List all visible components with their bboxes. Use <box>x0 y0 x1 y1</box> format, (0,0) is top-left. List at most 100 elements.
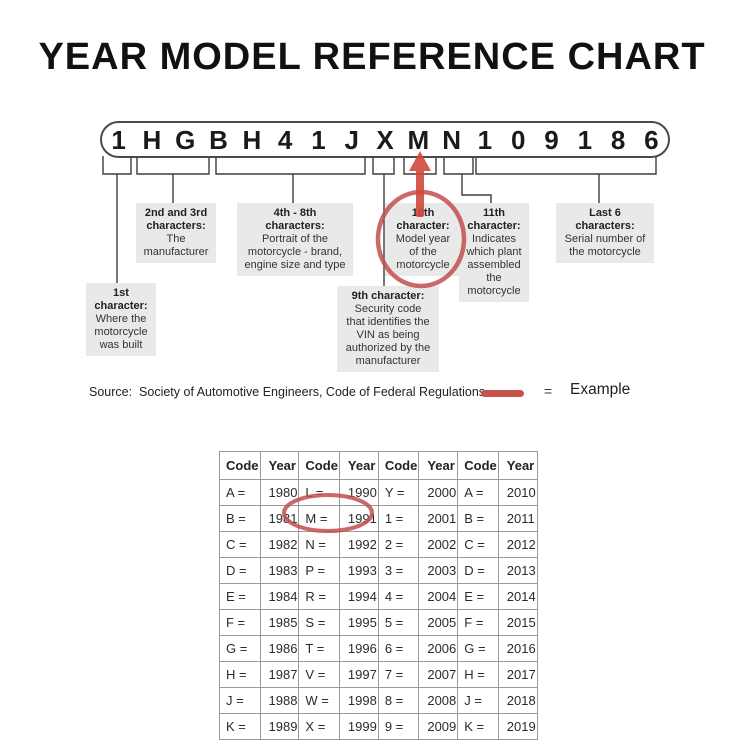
year-cell: 2003 <box>418 557 459 584</box>
table-head: Code Year Code Year Code Year Code Year <box>219 451 538 480</box>
code-cell: 4 = <box>377 583 420 610</box>
year-cell: 2001 <box>418 505 459 532</box>
year-cell: 1990 <box>338 479 379 506</box>
year-cell: 1994 <box>338 583 379 610</box>
code-cell: R = <box>298 583 340 610</box>
callout-last-6-characters: Last 6 characters: Serial number of the … <box>556 203 654 263</box>
code-cell: 3 = <box>377 557 420 584</box>
year-code-table: Code Year Code Year Code Year Code Year A = 1980… <box>219 451 538 740</box>
code-cell: F = <box>457 609 499 636</box>
year-cell: 2006 <box>418 635 459 662</box>
year-cell: 2016 <box>497 635 538 662</box>
table-header-cell: Year <box>338 451 379 480</box>
year-cell: 2013 <box>497 557 538 584</box>
year-cell: 2019 <box>497 713 538 740</box>
code-cell: H = <box>219 661 261 688</box>
code-cell: C = <box>219 531 261 558</box>
year-cell: 2004 <box>418 583 459 610</box>
callout-body: The manufacturer <box>143 233 209 258</box>
year-cell: 1997 <box>338 661 379 688</box>
callout-2nd-3rd-characters: 2nd and 3rd characters: The manufacturer <box>136 203 216 263</box>
code-cell: Y = <box>377 479 420 506</box>
code-cell: 8 = <box>377 687 420 714</box>
vin-character: 1 <box>577 124 593 155</box>
table-header-cell: Year <box>497 451 538 480</box>
vin-character: J <box>344 124 359 155</box>
code-cell: N = <box>298 531 340 558</box>
code-cell: K = <box>219 713 261 740</box>
year-cell: 2011 <box>497 505 538 532</box>
year-cell: 1981 <box>259 505 300 532</box>
year-cell: 2009 <box>418 713 459 740</box>
callout-body: Serial number of the motorcycle <box>564 233 646 258</box>
code-cell: 5 = <box>377 609 420 636</box>
year-cell: 1989 <box>259 713 300 740</box>
page-title: YEAR MODEL REFERENCE CHART <box>38 36 706 78</box>
year-cell: 1995 <box>338 609 379 636</box>
legend-equals-sign: = <box>544 383 553 399</box>
table-row: E = 1984 R = 1994 4 = 2004 E = 2014 <box>219 583 538 610</box>
bracket-1st <box>102 156 132 175</box>
callout-11th-character: 11th character: Indicates which plant as… <box>459 203 529 302</box>
year-cell: 1983 <box>259 557 300 584</box>
callout-heading: 10th character: <box>396 207 450 232</box>
bracket-11th <box>443 156 474 175</box>
table-row: C = 1982 N = 1992 2 = 2002 C = 2012 <box>219 531 538 558</box>
code-cell: B = <box>457 505 499 532</box>
table-row: B = 1981 M = 1991 1 = 2001 B = 2011 <box>219 505 538 532</box>
year-cell: 1987 <box>259 661 300 688</box>
code-cell: 6 = <box>377 635 420 662</box>
year-cell: 1992 <box>338 531 379 558</box>
table-header-cell: Code <box>457 451 499 480</box>
year-cell: 2018 <box>497 687 538 714</box>
example-line-swatch <box>481 390 524 397</box>
bracket-last-6 <box>475 156 657 175</box>
code-cell: T = <box>298 635 340 662</box>
year-cell: 2005 <box>418 609 459 636</box>
bracket-9th <box>372 156 395 175</box>
year-cell: 1988 <box>259 687 300 714</box>
table-row: D = 1983 P = 1993 3 = 2003 D = 2013 <box>219 557 538 584</box>
year-cell: 1986 <box>259 635 300 662</box>
year-cell: 2007 <box>418 661 459 688</box>
code-cell: J = <box>219 687 261 714</box>
code-cell: A = <box>457 479 499 506</box>
table-row: G = 1986 T = 1996 6 = 2006 G = 2016 <box>219 635 538 662</box>
table-row: J = 1988 W = 1998 8 = 2008 J = 2018 <box>219 687 538 714</box>
code-cell: P = <box>298 557 340 584</box>
table-row: F = 1985 S = 1995 5 = 2005 F = 2015 <box>219 609 538 636</box>
callout-body: Model year of the motorcycle <box>395 233 451 271</box>
year-cell: 2017 <box>497 661 538 688</box>
code-cell: E = <box>457 583 499 610</box>
code-cell: D = <box>457 557 499 584</box>
year-cell: 1998 <box>338 687 379 714</box>
code-cell: 2 = <box>377 531 420 558</box>
code-cell: E = <box>219 583 261 610</box>
code-cell: 7 = <box>377 661 420 688</box>
vin-character: H <box>242 124 262 155</box>
source-text: Source: Society of Automotive Engineers,… <box>89 385 486 399</box>
code-cell: 1 = <box>377 505 420 532</box>
vin-character: M <box>407 124 430 155</box>
table-header-cell: Code <box>219 451 261 480</box>
callout-body: Security code that identifies the VIN as… <box>345 303 431 367</box>
callout-heading: 11th character: <box>467 207 521 232</box>
vin-character: 6 <box>644 124 659 155</box>
code-cell: G = <box>457 635 499 662</box>
table-body: A = 1980 L = 1990 Y = 2000 A = 2010 B = 1981 M = 19… <box>219 479 538 740</box>
year-cell: 2012 <box>497 531 538 558</box>
table-row: H = 1987 V = 1997 7 = 2007 H = 2017 <box>219 661 538 688</box>
callout-body: Where the motorcycle was built <box>94 313 148 351</box>
vin-character: 1 <box>311 124 326 155</box>
code-cell: D = <box>219 557 261 584</box>
callout-body: Indicates which plant assembled the moto… <box>466 233 522 297</box>
vin-character: 4 <box>277 124 293 155</box>
code-cell: G = <box>219 635 261 662</box>
year-cell: 1982 <box>259 531 300 558</box>
year-cell: 1991 <box>338 505 379 532</box>
year-cell: 2014 <box>497 583 538 610</box>
year-cell: 2002 <box>418 531 459 558</box>
vin-character: H <box>142 124 162 155</box>
code-cell: C = <box>457 531 499 558</box>
year-cell: 1980 <box>259 479 300 506</box>
